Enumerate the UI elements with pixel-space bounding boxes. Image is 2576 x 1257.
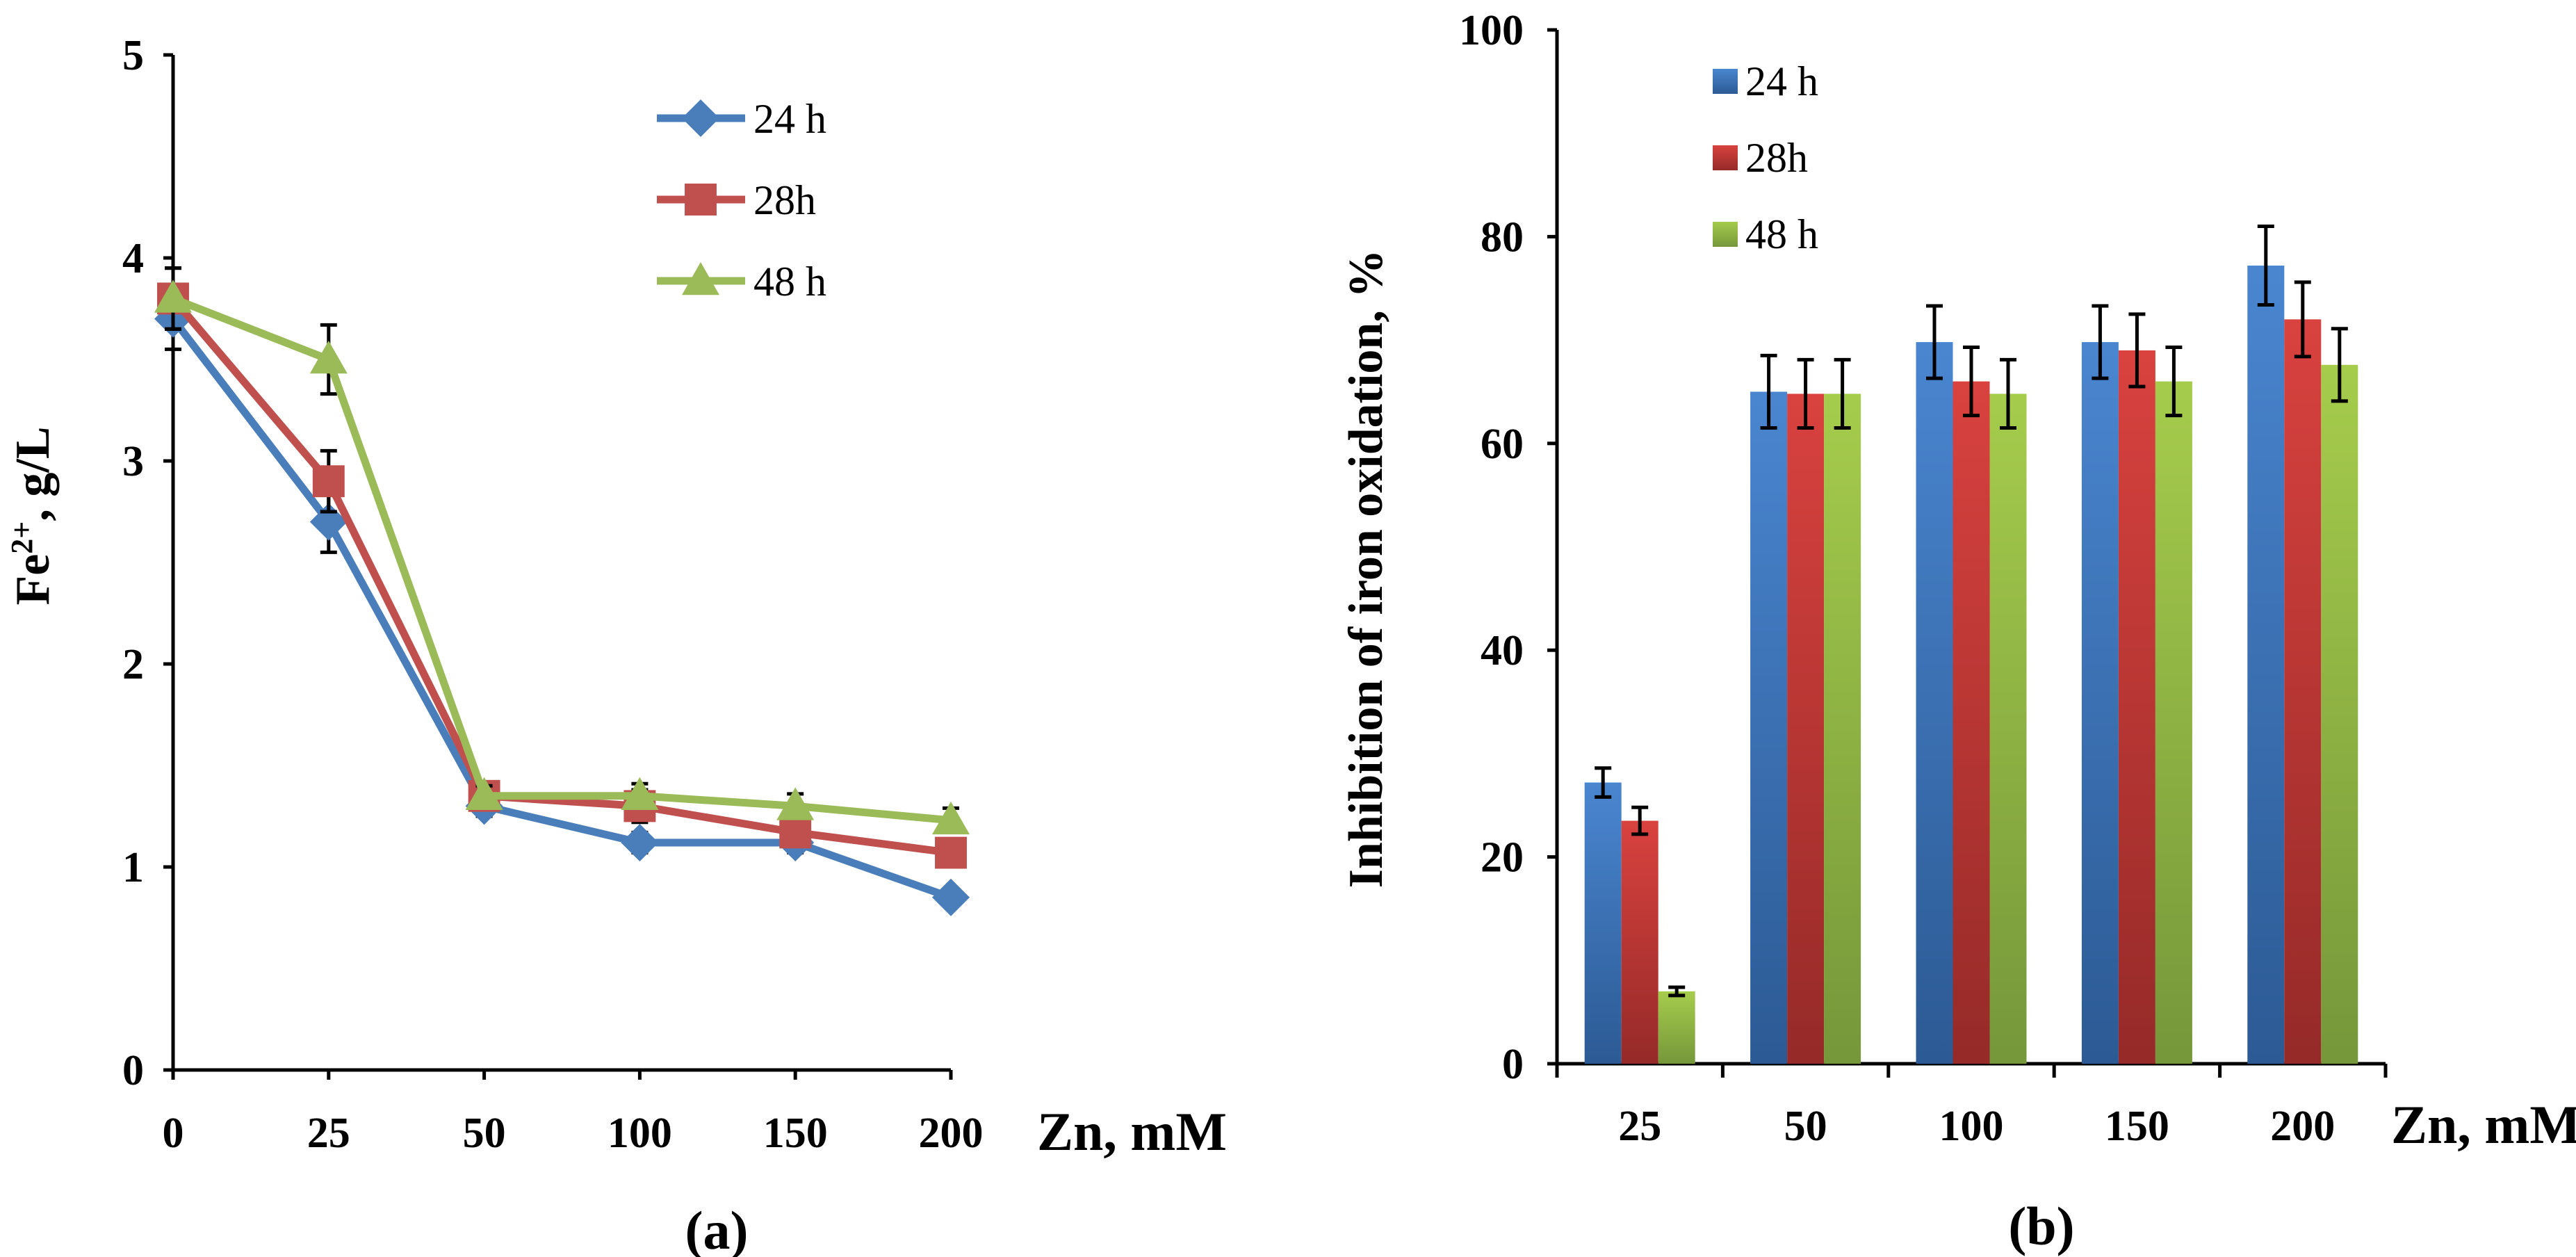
triangle-marker: [154, 279, 192, 313]
legend-label: 48 h: [753, 259, 826, 305]
y-tick-label: 2: [122, 641, 144, 688]
legend-label: 24 h: [753, 96, 826, 142]
panel-label: (b): [2008, 1196, 2074, 1256]
diamond-marker: [682, 99, 719, 137]
bar: [1989, 394, 2027, 1064]
y-tick-label: 100: [1459, 7, 1524, 54]
x-tick-label: 100: [608, 1110, 672, 1157]
triangle-marker: [309, 341, 348, 374]
legend-label: 48 h: [1745, 211, 1818, 257]
bar: [2081, 342, 2119, 1064]
square-marker: [935, 836, 967, 869]
chart-b-bar: 0 20 40 60 80 100 25 50 100 150 200 Zn, mM Inhibitio…: [1339, 7, 2576, 1256]
series-28h: [157, 266, 967, 869]
square-marker: [312, 465, 345, 498]
y-tick-label: 0: [1502, 1041, 1524, 1088]
y-tick-label: 40: [1481, 627, 1524, 674]
series-28h: [1621, 280, 2322, 1064]
square-marker: [779, 816, 812, 849]
bar: [1750, 391, 1788, 1064]
y-tick-label: 3: [122, 438, 144, 485]
y-tick-label: 4: [122, 235, 144, 282]
bar: [2321, 364, 2358, 1064]
bar: [2118, 350, 2155, 1064]
x-tick-label: 150: [763, 1110, 828, 1157]
x-tick-label: 25: [307, 1110, 350, 1157]
y-tick-label: 60: [1481, 421, 1524, 468]
y-tick-label: 1: [122, 844, 144, 891]
bar: [1953, 381, 1990, 1064]
bar: [2247, 266, 2285, 1064]
bar: [1584, 782, 1622, 1064]
legend-swatch: [1713, 145, 1738, 170]
y-axis-label-main: Fe: [6, 554, 60, 606]
legend-label: 24 h: [1745, 58, 1818, 104]
panel-label: (a): [685, 1200, 749, 1257]
x-tick-label: 100: [1939, 1103, 2004, 1150]
y-tick-label: 0: [122, 1047, 144, 1094]
triangle-marker: [465, 777, 503, 811]
y-axis-label-rest: , g/L: [6, 426, 60, 521]
triangle-marker: [621, 777, 659, 811]
series-48h: [1658, 327, 2358, 1064]
bar: [1916, 342, 1953, 1064]
legend-swatch: [1713, 222, 1738, 247]
diamond-marker: [309, 503, 348, 541]
x-axis-label: Zn, mM: [2391, 1094, 2576, 1155]
x-tick-label: 50: [1784, 1103, 1827, 1150]
y-axis-label-sup: 2+: [5, 521, 39, 554]
x-tick-label: 200: [2270, 1103, 2335, 1150]
bar: [1658, 991, 1695, 1064]
diamond-marker: [621, 823, 659, 861]
bar: [2155, 381, 2192, 1064]
series-48h: [154, 266, 970, 835]
x-tick-label: 200: [919, 1110, 984, 1157]
square-marker: [685, 184, 717, 216]
x-tick-label: 150: [2105, 1103, 2169, 1150]
bar: [1787, 394, 1825, 1064]
y-axis-label: Inhibition of iron oxidation, %: [1339, 250, 1393, 889]
x-tick-label: 50: [463, 1110, 506, 1157]
diamond-marker: [932, 878, 970, 916]
series-line: [170, 295, 952, 857]
y-axis-label: Fe2+, g/L: [5, 426, 60, 605]
series-24h: [1584, 225, 2285, 1064]
x-tick-label: 0: [163, 1110, 184, 1157]
series-24h: [154, 286, 970, 916]
triangle-marker: [682, 262, 719, 295]
x-axis-label: Zn, mM: [1037, 1101, 1227, 1162]
bar: [2284, 319, 2322, 1064]
bar: [1621, 820, 1658, 1064]
triangle-marker: [776, 787, 815, 820]
legend-label: 28h: [753, 177, 816, 223]
y-tick-label: 80: [1481, 213, 1524, 261]
series-line: [170, 316, 952, 901]
x-tick-label: 25: [1618, 1103, 1661, 1150]
y-tick-label: 5: [122, 32, 144, 79]
legend-label: 28h: [1745, 135, 1808, 181]
bar: [1824, 394, 1861, 1064]
y-tick-label: 20: [1481, 834, 1524, 882]
series-line: [171, 295, 952, 825]
triangle-marker: [932, 801, 970, 835]
legend-swatch: [1713, 69, 1738, 94]
